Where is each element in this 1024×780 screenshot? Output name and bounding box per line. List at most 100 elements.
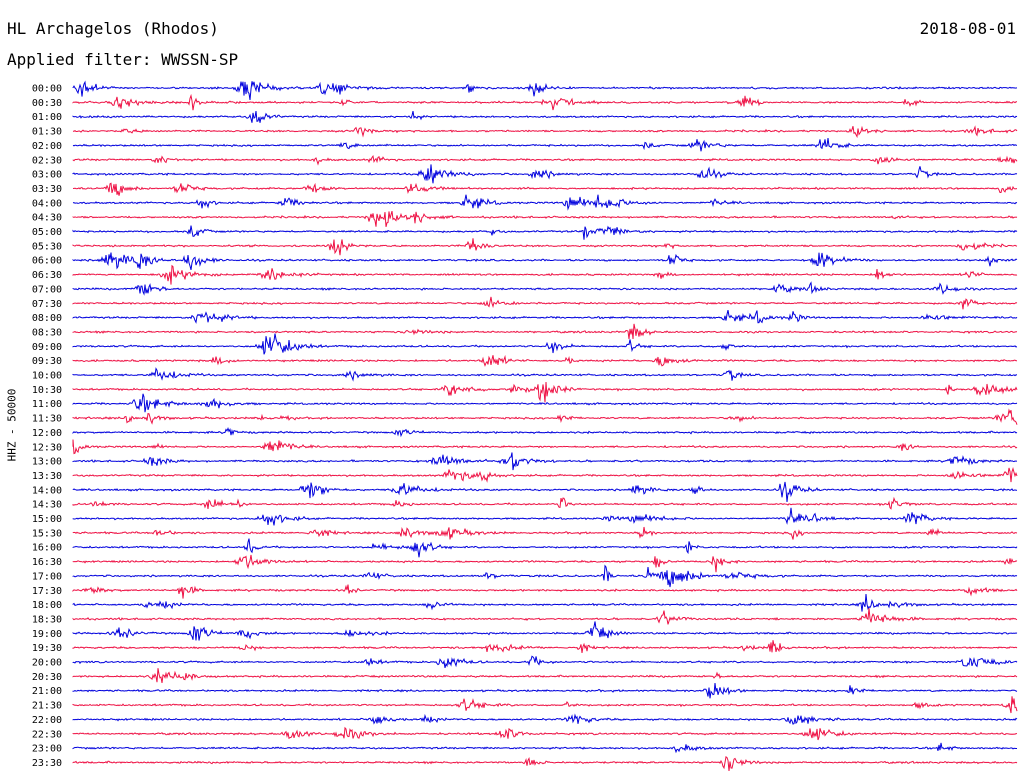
trace-row [72,452,1017,471]
row-time-label: 15:30 [32,528,62,539]
row-time-label: 18:30 [32,614,62,625]
trace-row [72,354,1017,367]
row-time-label: 23:00 [32,744,62,755]
row-time-label: 00:00 [32,84,62,95]
trace-row [72,296,1018,310]
trace-row [72,164,1018,184]
row-time-label: 23:30 [32,758,62,769]
trace-row [72,367,1018,382]
row-time-label: 04:00 [32,198,62,209]
trace-row [72,507,1018,526]
row-time-label: 03:00 [32,170,62,181]
trace-row [72,713,1018,725]
row-time-label: 03:30 [32,184,62,195]
row-time-label: 08:30 [32,327,62,338]
row-time-label: 19:30 [32,643,62,654]
trace-row [72,696,1018,714]
row-time-label: 13:00 [32,457,62,468]
trace-row [72,655,1018,669]
row-time-label: 00:30 [32,98,62,109]
row-time-label: 05:00 [32,227,62,238]
trace-row [72,564,1018,588]
trace-row [72,439,1018,455]
trace-row [72,526,1018,540]
trace-row [72,756,1018,772]
trace-row [72,138,1017,152]
row-time-label: 16:30 [32,557,62,568]
trace-row [72,496,1018,510]
trace-row [72,640,1018,653]
row-time-label: 12:00 [32,428,62,439]
row-time-label: 10:00 [32,371,62,382]
trace-row [72,594,1018,612]
row-time-label: 01:30 [32,127,62,138]
trace-row [72,608,1018,625]
trace-row [72,584,1018,599]
trace-row [72,668,1018,683]
row-time-label: 20:00 [32,658,62,669]
trace-row [72,333,1018,355]
trace-row [72,252,1018,271]
row-time-label: 02:30 [32,155,62,166]
row-time-label: 18:00 [32,600,62,611]
trace-row [72,683,1018,699]
trace-row [72,110,1018,123]
row-time-label: 16:00 [32,543,62,554]
trace-row [72,323,1017,340]
trace-row [72,125,1018,139]
row-time-label: 22:30 [32,729,62,740]
row-time-label: 04:30 [32,213,62,224]
row-time-label: 21:00 [32,686,62,697]
row-time-label: 07:30 [32,299,62,310]
row-time-label: 06:30 [32,270,62,281]
trace-row [72,621,1018,641]
trace-row [72,194,1018,211]
trace-row [72,554,1018,573]
trace-row [72,467,1018,483]
trace-row [72,210,1018,228]
row-time-label: 13:30 [32,471,62,482]
row-time-label: 01:00 [32,112,62,123]
row-time-label: 11:00 [32,399,62,410]
row-time-label: 21:30 [32,701,62,712]
trace-row [72,238,1018,256]
trace-row [72,264,1018,285]
trace-row [72,381,1018,403]
row-time-label: 09:00 [32,342,62,353]
row-time-label: 07:00 [32,284,62,295]
trace-row [72,281,1018,296]
row-time-label: 14:00 [32,485,62,496]
trace-row [72,93,1017,111]
row-time-label: 19:00 [32,629,62,640]
trace-row [72,80,1018,100]
row-time-label: 06:00 [32,256,62,267]
trace-row [72,155,1018,166]
row-time-label: 12:30 [32,442,62,453]
trace-row [72,481,1018,503]
row-time-label: 02:00 [32,141,62,152]
row-time-label: 05:30 [32,241,62,252]
row-time-label: 09:30 [32,356,62,367]
trace-row [72,182,1018,196]
trace-row [72,225,1018,240]
row-time-label: 20:30 [32,672,62,683]
trace-row [72,309,1018,324]
filter-label: Applied filter: WWSSN-SP [7,50,239,69]
row-time-label: 17:00 [32,571,62,582]
row-time-label: 22:00 [32,715,62,726]
row-time-label: 17:30 [32,586,62,597]
trace-row [72,726,1017,741]
row-time-label: 08:00 [32,313,62,324]
trace-row [72,742,1017,754]
trace-row [72,538,1018,558]
row-time-label: 11:30 [32,414,62,425]
row-time-label: 10:30 [32,385,62,396]
trace-row [72,408,1018,425]
row-time-label: 15:00 [32,514,62,525]
trace-row [72,393,1018,413]
station-title: HL Archagelos (Rhodos) [7,19,219,38]
trace-row [72,426,1018,438]
row-time-label: 14:30 [32,500,62,511]
date-label: 2018-08-01 [919,19,1016,38]
